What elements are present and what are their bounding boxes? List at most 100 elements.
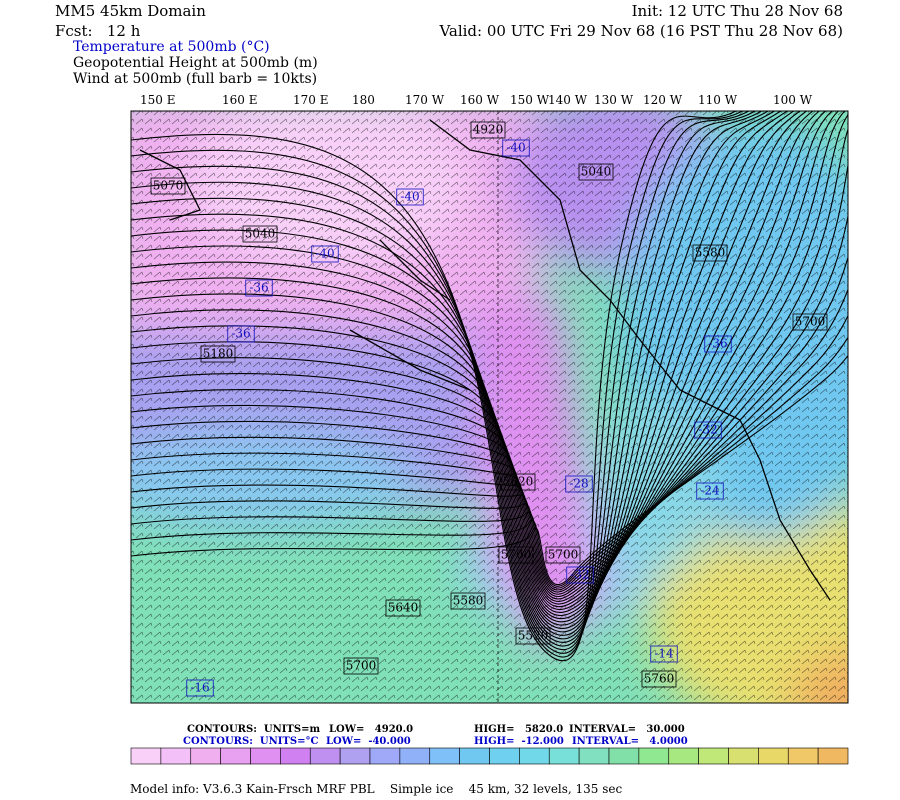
height-contour: [131, 111, 807, 623]
color-bar-cell: [728, 747, 759, 765]
height-contour: [131, 111, 833, 610]
color-bar-cell: [429, 747, 460, 765]
longitude-label: 150 W: [510, 93, 550, 107]
color-bar-cell: [758, 747, 789, 765]
height-contour: [131, 111, 775, 640]
temperature-label: -36: [249, 281, 268, 295]
temperature-label: -24: [700, 484, 720, 498]
forecast: Fcst: 12 h: [55, 22, 141, 40]
field-wind: Wind at 500mb (full barb = 10kts): [73, 71, 317, 87]
height-label: 5580: [695, 246, 726, 260]
height-label: 5070: [153, 179, 184, 193]
map-frame: [130, 110, 849, 704]
label-box: [502, 139, 530, 157]
height-label: 5580: [453, 594, 484, 608]
label-box: [186, 679, 214, 697]
height-label: 5640: [388, 601, 419, 615]
label-box: [694, 421, 722, 439]
color-bar-cell: [220, 747, 251, 765]
label-box: [311, 245, 339, 263]
height-contour: [131, 111, 814, 620]
temperature-label: -36: [231, 327, 250, 341]
color-bar-cell: [309, 747, 341, 765]
label-box: [792, 313, 828, 331]
color-bar-cell: [459, 747, 490, 765]
label-box: [450, 592, 486, 610]
color-bar-cell: [638, 747, 670, 765]
label-box: [396, 188, 424, 206]
height-label: 5040: [245, 227, 276, 241]
color-bar-cell: [130, 747, 162, 765]
label-box: [385, 599, 421, 617]
label-box: [470, 121, 506, 139]
label-box: [696, 482, 724, 500]
model-info: Model info: V3.6.3 Kain-Frsch MRF PBL Si…: [130, 782, 623, 796]
color-bar-cell: [250, 747, 281, 765]
label-box: [150, 177, 186, 195]
height-contour: [131, 111, 801, 626]
height-contour: [131, 114, 848, 602]
color-bar-cell: [548, 747, 580, 765]
temperature-label: -32: [698, 423, 717, 437]
longitude-label: 130 W: [594, 93, 634, 107]
title: MM5 45km Domain: [55, 2, 206, 20]
label-box: [500, 473, 536, 491]
temperature-label: -40: [506, 141, 525, 155]
longitude-label: 100 W: [773, 93, 813, 107]
color-bar-cell: [280, 747, 311, 765]
height-contour: [131, 111, 743, 658]
temperature-label: -14: [654, 647, 674, 661]
height-label: 5700: [795, 315, 826, 329]
label-box: [515, 627, 551, 645]
longitude-label: 160 E: [222, 93, 257, 107]
temperature-contour-info: LOW= -40.000: [326, 736, 411, 747]
height-contour-info: INTERVAL= 30.000: [569, 724, 685, 735]
label-box: [704, 335, 732, 353]
height-label: 5820: [503, 475, 534, 489]
height-contour-info: CONTOURS: UNITS=m: [187, 724, 320, 735]
height-label: 5520: [518, 629, 549, 643]
label-box: [565, 475, 593, 493]
label-box: [692, 244, 728, 262]
height-contour: [131, 111, 846, 605]
label-box: [227, 325, 255, 343]
map: 4920 5040 5070 5040 5580 5180 5700 5820 5700 5700…: [131, 111, 848, 703]
height-contour: [131, 255, 848, 593]
height-contour: [131, 111, 794, 629]
height-label: 5760: [644, 672, 675, 686]
temperature-label: -16: [190, 681, 209, 695]
color-bar-cell: [787, 747, 819, 765]
height-contour: [131, 336, 848, 587]
longitude-label: 110 W: [698, 93, 738, 107]
color-bar-cell: [190, 747, 221, 765]
longitude-label: 150 E: [140, 93, 175, 107]
height-contour: [131, 354, 848, 585]
color-bar-cell: [668, 747, 699, 765]
longitude-label: 180: [352, 93, 375, 107]
height-contour: [131, 111, 839, 608]
field-height: Geopotential Height at 500mb (m): [73, 55, 318, 71]
label-box: [245, 279, 273, 297]
color-bar-cell: [817, 747, 849, 765]
height-contour: [131, 111, 826, 613]
height-contour: [131, 111, 788, 633]
temperature-label: -32: [570, 568, 589, 582]
label-box: [641, 670, 677, 688]
longitude-label: 170 E: [293, 93, 328, 107]
label-box: [578, 163, 614, 181]
height-label: 5040: [581, 165, 612, 179]
label-box: [498, 546, 534, 564]
label-box: [545, 546, 581, 564]
temperature-label: -40: [400, 190, 419, 204]
height-contour: [131, 162, 848, 597]
height-contour: [131, 111, 769, 643]
temperature-label: -28: [569, 477, 588, 491]
color-bar-cell: [399, 747, 431, 765]
temperature-contour-info: INTERVAL= 4.0000: [572, 736, 688, 747]
field-temperature: Temperature at 500mb (°C): [73, 39, 270, 55]
color-bar-cell: [489, 747, 520, 765]
color-bar-cell: [160, 747, 192, 765]
temperature-contour-info: HIGH= -12.000: [474, 736, 564, 747]
height-label: 4920: [473, 123, 504, 137]
